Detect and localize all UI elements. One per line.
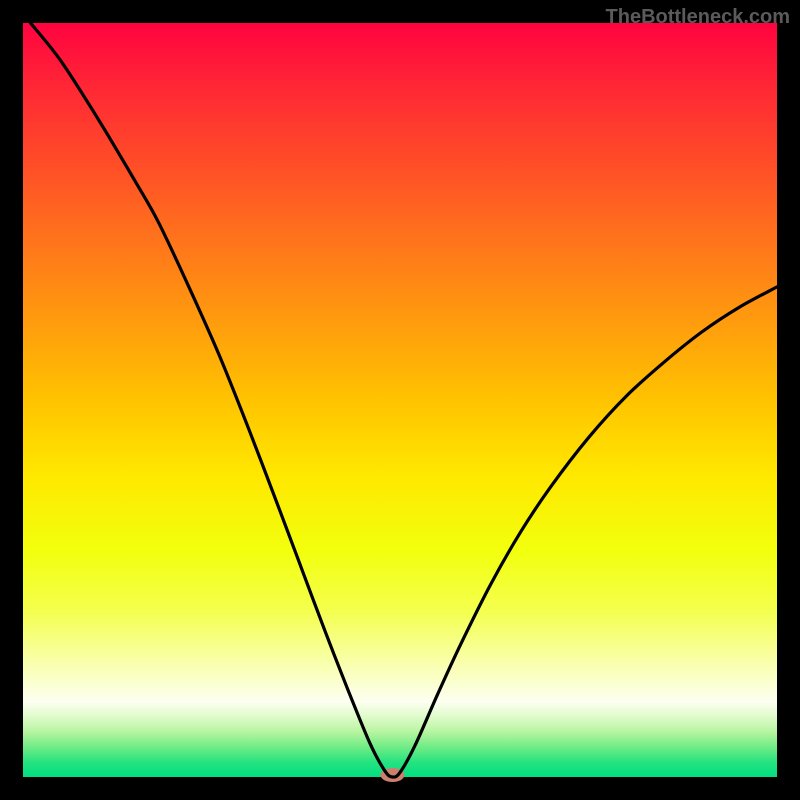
- plot-area: [23, 23, 777, 777]
- bottleneck-chart: [0, 0, 800, 800]
- attribution-text: TheBottleneck.com: [606, 6, 790, 29]
- chart-container: [0, 0, 800, 800]
